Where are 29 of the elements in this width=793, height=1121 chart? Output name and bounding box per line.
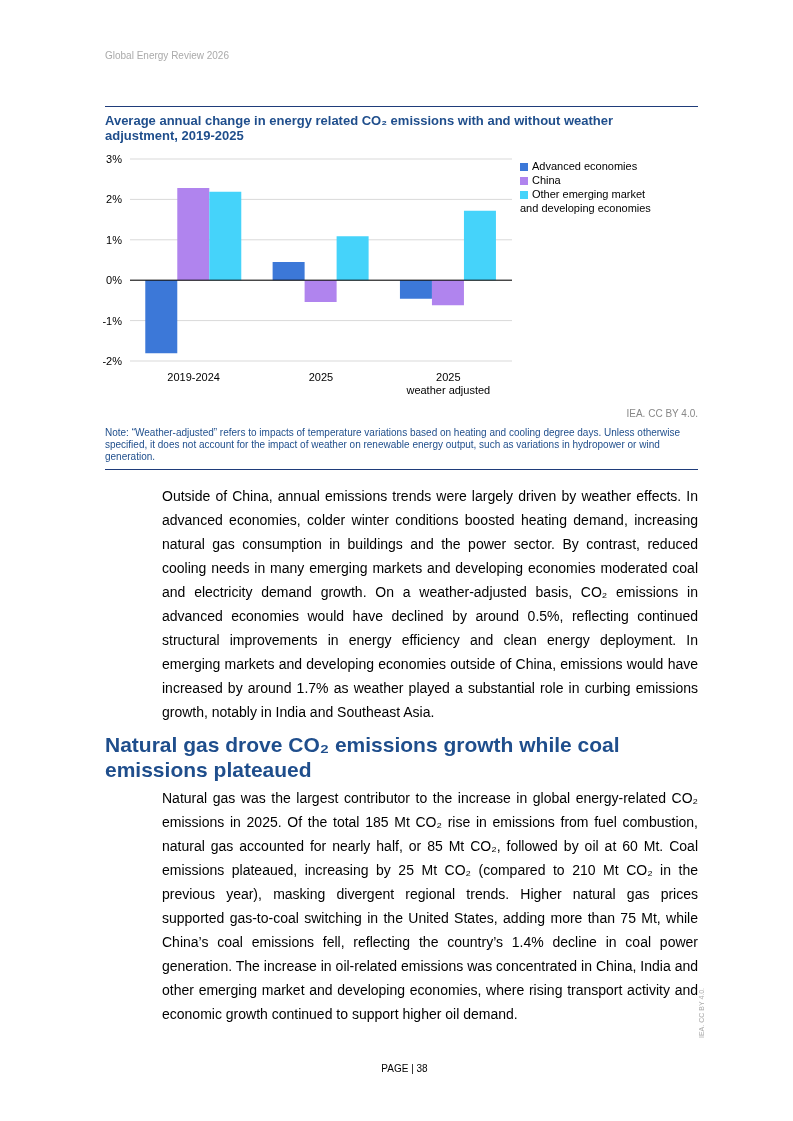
y-tick-label: 1% xyxy=(106,233,123,246)
legend-label: Advanced economies xyxy=(532,160,638,172)
y-tick-label: 3% xyxy=(106,152,123,165)
bar xyxy=(336,236,369,281)
bar xyxy=(304,280,337,303)
y-tick-label: -1% xyxy=(102,314,123,327)
bar xyxy=(272,262,305,281)
y-tick-label: 2% xyxy=(106,193,123,206)
chart-title: Average annual change in energy related CO₂ emissions with and without weather adjustment, 2019-2025 xyxy=(105,113,615,143)
y-tick-label: -2% xyxy=(102,354,123,367)
bar xyxy=(431,280,464,306)
text: Global Energy Review 2026 xyxy=(105,50,229,61)
bar xyxy=(209,191,242,281)
x-tick-label: 2019-2024 xyxy=(167,371,220,383)
text: Natural gas was the largest contributor to the increase in global energy-related CO₂ emissions in 2025. Of the total 185 Mt CO₂ rise in emissions from fuel combustion, natural gas accounted for nearly half, or 85 Mt CO₂, followed by oil at 60 Mt. Coal emissions plateaued, increasing by 25 Mt CO₂ (compared to 210 Mt CO₂ in the previous year), masking divergent regional trends. Higher natural gas prices supported gas-to-coal switching in the United States, adding more than 75 Mt, while China’s coal emissions fell, reflecting the country’s 1.4% decline in coal power generation. The increase in oil-related emissions was concentrated in China, India and other emerging market and developing economies, where rising transport activity and economic growth continued to support higher oil demand. xyxy=(162,790,698,1022)
text: Note: “Weather-adjusted” refers to impacts of temperature variations based on heating and cooling degree days. Unless otherwise specified, it does not account for the impact of weather on renewable energy output, such as variations in hydropower or wind generation. xyxy=(105,427,698,470)
text: Outside of China, annual emissions trends were largely driven by weather effects. In advanced economies, colder winter conditions boosted heating demand, increasing natural gas consumption in buildings and the power sector. By contrast, reduced cooling needs in many emerging markets and developing economies moderated coal and electricity demand growth. On a weather-adjusted basis, CO₂ emissions in advanced economies would have declined by around 0.5%, reflecting continued structural improvements in energy efficiency and clean energy deployment. In emerging markets and developing economies outside of China, emissions would have increased by around 1.7% as weather played a substantial role in curbing emissions growth, notably in India and Southeast Asia. xyxy=(162,488,698,720)
bar xyxy=(145,280,178,354)
text: IEA. CC BY 4.0. xyxy=(625,408,698,419)
text: Natural gas drove CO₂ emissions growth while coal emissions plateaued xyxy=(105,732,621,782)
y-tick-label: 0% xyxy=(106,274,123,287)
x-tick-label: 2025 weather adjusted xyxy=(405,371,491,396)
legend-label: China xyxy=(532,174,561,186)
bar xyxy=(177,188,210,281)
bar xyxy=(399,280,432,299)
x-tick-label: 2025 xyxy=(308,371,334,383)
bar xyxy=(463,210,496,281)
legend-label: Other emerging market and developing economies xyxy=(520,188,651,214)
text: PAGE | 38 xyxy=(380,1063,429,1074)
